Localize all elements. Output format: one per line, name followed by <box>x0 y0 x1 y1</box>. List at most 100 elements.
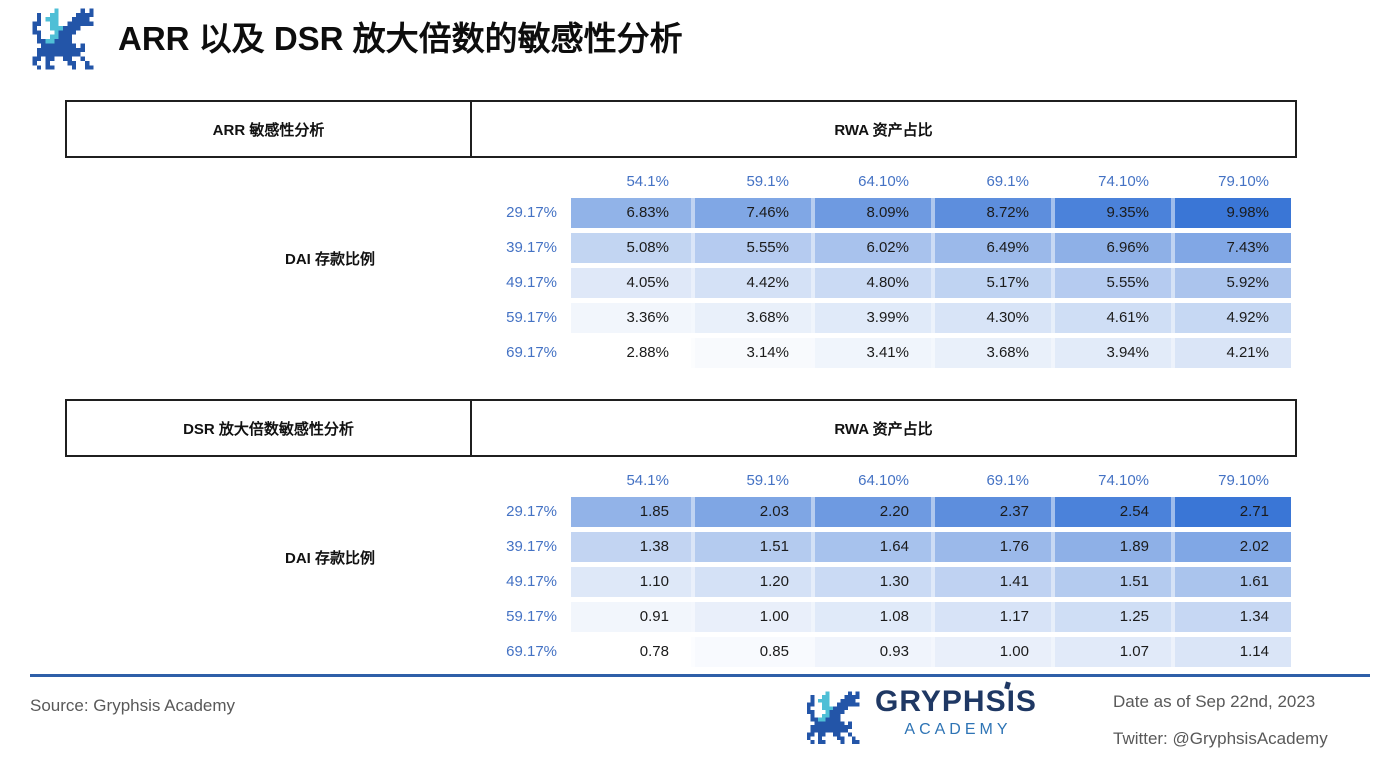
heatmap-cell: 0.78 <box>571 637 691 667</box>
column-header: 79.10% <box>1218 472 1269 489</box>
heatmap-cell: 1.41 <box>931 567 1051 597</box>
dsr-matrix-area: DAI 存款比例 54.1% 59.1% 64.10% 69.1% 74.10% 79.1… <box>65 469 1297 667</box>
heatmap-cell: 1.89 <box>1051 532 1171 562</box>
heatmap-cell: 3.14% <box>691 338 811 368</box>
column-header: 59.1% <box>746 472 789 489</box>
heatmap-cell: 2.02 <box>1171 532 1291 562</box>
column-header: 74.10% <box>1098 472 1149 489</box>
heatmap-cell: 1.64 <box>811 532 931 562</box>
heatmap-cell: 7.43% <box>1171 233 1291 263</box>
heatmap-cell: 1.17 <box>931 602 1051 632</box>
arr-sensitivity-table: ARR 敏感性分析 RWA 资产占比 DAI 存款比例 54.1% 59.1% 64… <box>65 100 1297 368</box>
dsr-heatmap-grid: 54.1% 59.1% 64.10% 69.1% 74.10% 79.10% 29.17% 1… <box>65 469 1297 667</box>
heatmap-cell: 6.49% <box>931 233 1051 263</box>
heatmap-cell: 1.25 <box>1051 602 1171 632</box>
matrix-corner-spacer <box>65 469 571 492</box>
heatmap-cell: 4.05% <box>571 268 691 298</box>
heatmap-cell: 1.38 <box>571 532 691 562</box>
heatmap-cell: 2.37 <box>931 497 1051 527</box>
row-label: 29.17% <box>506 204 557 221</box>
heatmap-cell: 0.91 <box>571 602 691 632</box>
arr-heatmap-grid: 54.1% 59.1% 64.10% 69.1% 74.10% 79.10% 29.17% 6… <box>65 170 1297 368</box>
page-header: ARR 以及 DSR 放大倍数的敏感性分析 <box>28 8 683 70</box>
column-header: 64.10% <box>858 472 909 489</box>
brand-text: GRYPHSIS ACADEMY <box>875 681 1037 739</box>
heatmap-cell: 1.61 <box>1171 567 1291 597</box>
date-note: Date as of Sep 22nd, 2023 <box>1113 692 1316 711</box>
row-label: 39.17% <box>506 538 557 555</box>
arr-table-left-header: ARR 敏感性分析 <box>67 102 472 156</box>
row-label: 69.17% <box>506 643 557 660</box>
heatmap-cell: 1.10 <box>571 567 691 597</box>
heatmap-cell: 9.98% <box>1171 198 1291 228</box>
heatmap-cell: 0.85 <box>691 637 811 667</box>
column-header: 69.1% <box>986 472 1029 489</box>
heatmap-cell: 3.94% <box>1051 338 1171 368</box>
arr-matrix-area: DAI 存款比例 54.1% 59.1% 64.10% 69.1% 74.10% 79.1… <box>65 170 1297 368</box>
dsr-table-left-header: DSR 放大倍数敏感性分析 <box>67 401 472 455</box>
heatmap-cell: 6.02% <box>811 233 931 263</box>
heatmap-cell: 1.30 <box>811 567 931 597</box>
heatmap-cell: 3.99% <box>811 303 931 333</box>
column-header: 69.1% <box>986 173 1029 190</box>
heatmap-cell: 4.21% <box>1171 338 1291 368</box>
gryphsis-dragon-icon <box>32 8 94 70</box>
dsr-row-axis-label: DAI 存款比例 <box>284 550 375 567</box>
heatmap-cell: 1.34 <box>1171 602 1291 632</box>
heatmap-cell: 8.09% <box>811 198 931 228</box>
column-header: 74.10% <box>1098 173 1149 190</box>
heatmap-cell: 1.14 <box>1171 637 1291 667</box>
source-note: Source: Gryphsis Academy <box>30 696 236 715</box>
heatmap-cell: 1.51 <box>691 532 811 562</box>
brand-name-text: GRYPHSIS <box>875 685 1037 718</box>
heatmap-cell: 1.07 <box>1051 637 1171 667</box>
footer-meta: Date as of Sep 22nd, 2023 Twitter: @Gryp… <box>1113 692 1328 749</box>
column-header: 54.1% <box>626 173 669 190</box>
row-label: 69.17% <box>506 344 557 361</box>
heatmap-cell: 4.80% <box>811 268 931 298</box>
heatmap-cell: 3.68% <box>931 338 1051 368</box>
dsr-sensitivity-table: DSR 放大倍数敏感性分析 RWA 资产占比 DAI 存款比例 54.1% 59.… <box>65 399 1297 667</box>
heatmap-cell: 6.96% <box>1051 233 1171 263</box>
brand-name: GRYPHSIS <box>875 681 1037 718</box>
heatmap-cell: 1.51 <box>1051 567 1171 597</box>
heatmap-cell: 2.54 <box>1051 497 1171 527</box>
gryphsis-dragon-icon <box>806 691 860 744</box>
footer-brand: GRYPHSIS ACADEMY <box>803 681 1037 744</box>
heatmap-cell: 3.36% <box>571 303 691 333</box>
row-label: 49.17% <box>506 573 557 590</box>
matrix-corner-spacer <box>65 170 571 193</box>
row-label: 59.17% <box>506 608 557 625</box>
column-header: 79.10% <box>1218 173 1269 190</box>
heatmap-cell: 2.03 <box>691 497 811 527</box>
brand-subtitle: ACADEMY <box>904 720 1012 738</box>
heatmap-cell: 1.00 <box>691 602 811 632</box>
arr-row-axis-label: DAI 存款比例 <box>284 251 375 268</box>
heatmap-cell: 2.88% <box>571 338 691 368</box>
heatmap-cell: 7.46% <box>691 198 811 228</box>
heatmap-cell: 5.08% <box>571 233 691 263</box>
heatmap-cell: 0.93 <box>811 637 931 667</box>
column-header: 54.1% <box>626 472 669 489</box>
heatmap-cell: 5.55% <box>691 233 811 263</box>
heatmap-cell: 1.85 <box>571 497 691 527</box>
column-header: 64.10% <box>858 173 909 190</box>
heatmap-cell: 3.41% <box>811 338 931 368</box>
heatmap-cell: 8.72% <box>931 198 1051 228</box>
row-label: 29.17% <box>506 503 557 520</box>
page-title: ARR 以及 DSR 放大倍数的敏感性分析 <box>118 20 683 58</box>
heatmap-cell: 3.68% <box>691 303 811 333</box>
heatmap-cell: 4.30% <box>931 303 1051 333</box>
heatmap-cell: 5.17% <box>931 268 1051 298</box>
table-header-box: DSR 放大倍数敏感性分析 RWA 资产占比 <box>65 399 1297 457</box>
heatmap-cell: 2.20 <box>811 497 931 527</box>
heatmap-cell: 1.76 <box>931 532 1051 562</box>
heatmap-cell: 5.55% <box>1051 268 1171 298</box>
dsr-table-top-header: RWA 资产占比 <box>834 420 933 438</box>
heatmap-cell: 4.42% <box>691 268 811 298</box>
heatmap-cell: 1.08 <box>811 602 931 632</box>
arr-table-top-header: RWA 资产占比 <box>834 121 933 139</box>
column-header: 59.1% <box>746 173 789 190</box>
row-label: 39.17% <box>506 239 557 256</box>
